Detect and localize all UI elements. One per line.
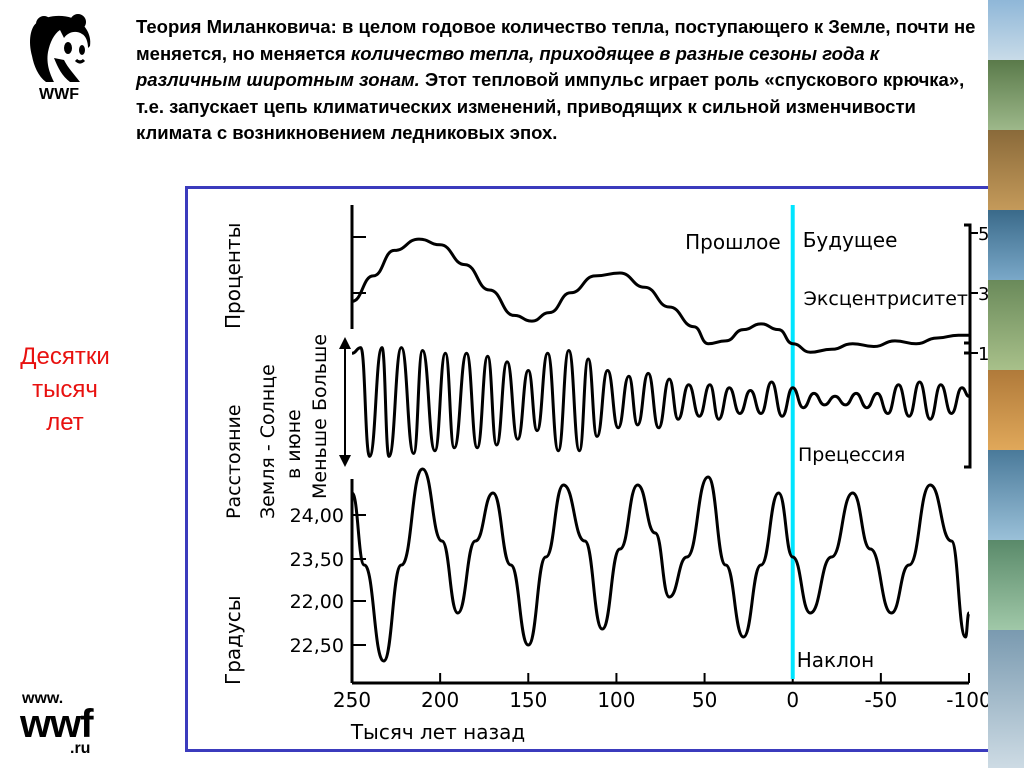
x-tick-label: 0 (786, 688, 799, 712)
side-label-line-3: лет (46, 409, 84, 436)
wwf-url-www: www. (22, 690, 64, 707)
eccentricity-ylabel: Проценты (221, 223, 245, 329)
heading-part-1: Теория Миланковича: в целом годовое коли… (136, 16, 976, 64)
annotation-future: Будущее (803, 228, 898, 252)
side-label: Десятки тысяч лет (10, 340, 120, 439)
wwf-panda-logo: WWF (24, 8, 94, 108)
x-axis-label: Тысяч лет назад (350, 720, 525, 744)
x-tick-label: -50 (865, 688, 898, 712)
obliquity-tick-label: 24,00 (290, 505, 344, 527)
arrow-up-icon (339, 337, 351, 349)
wwf-logo-text: WWF (39, 86, 79, 103)
precession-ylabel-3: в июне (283, 409, 305, 479)
annotation-past: Прошлое (685, 230, 781, 254)
page-heading: Теория Миланковича: в целом годовое коли… (136, 14, 978, 147)
obliquity-tick-label: 23,50 (290, 549, 344, 571)
eccentricity-tick-label: 5 (978, 224, 989, 245)
arrow-down-icon (339, 455, 351, 467)
precession-side-label-more: Больше (309, 334, 331, 411)
precession-ylabel-2: Земля - Солнце (257, 364, 279, 519)
x-tick-label: 200 (421, 688, 459, 712)
x-tick-label: 50 (692, 688, 717, 712)
obliquity-tick-label: 22,00 (290, 591, 344, 613)
precession-ylabel-1: Расстояние (223, 404, 245, 519)
panda-icon (30, 14, 91, 83)
obliquity-ylabel: Градусы (221, 595, 245, 685)
series-line-2 (351, 346, 970, 458)
wwf-url-ru: .ru (70, 740, 91, 757)
x-tick-label: 100 (597, 688, 635, 712)
side-label-line-2: тысяч (32, 376, 98, 403)
eccentricity-tick-label: 1 (978, 344, 989, 365)
precession-right-axis (964, 341, 972, 469)
series-name-eccentricity: Эксцентриситет (804, 288, 968, 310)
series-line-3 (350, 467, 971, 663)
x-tick-label: -100 (946, 688, 991, 712)
x-tick-label: 250 (333, 688, 371, 712)
chart-svg: 250 200 150 100 50 0 -50 -100 Тысяч лет назад Про… (221, 205, 992, 744)
eccentricity-tick-label: 3 (978, 284, 989, 305)
series-name-precession: Прецессия (798, 444, 905, 466)
side-label-line-1: Десятки (20, 343, 110, 370)
decorative-photo-strip (988, 0, 1024, 768)
heading-part-3: Этот тепловой импульс играет роль «спуск… (136, 69, 965, 143)
obliquity-tick-label: 22,50 (290, 635, 344, 657)
eccentricity-right-axis (964, 223, 972, 355)
wwf-url-wwf: wwf (20, 702, 94, 746)
heading-part-2-italic: количество тепла, приходящее в разные се… (136, 42, 880, 91)
x-tick-label: 150 (509, 688, 547, 712)
series-name-obliquity: Наклон (797, 648, 874, 672)
series-line-1 (351, 237, 969, 354)
wwf-url-logo: www. wwf .ru (20, 690, 130, 760)
precession-side-label-less: Меньше (309, 418, 331, 499)
milankovitch-chart: 250 200 150 100 50 0 -50 -100 Тысяч лет назад Про… (185, 186, 995, 752)
